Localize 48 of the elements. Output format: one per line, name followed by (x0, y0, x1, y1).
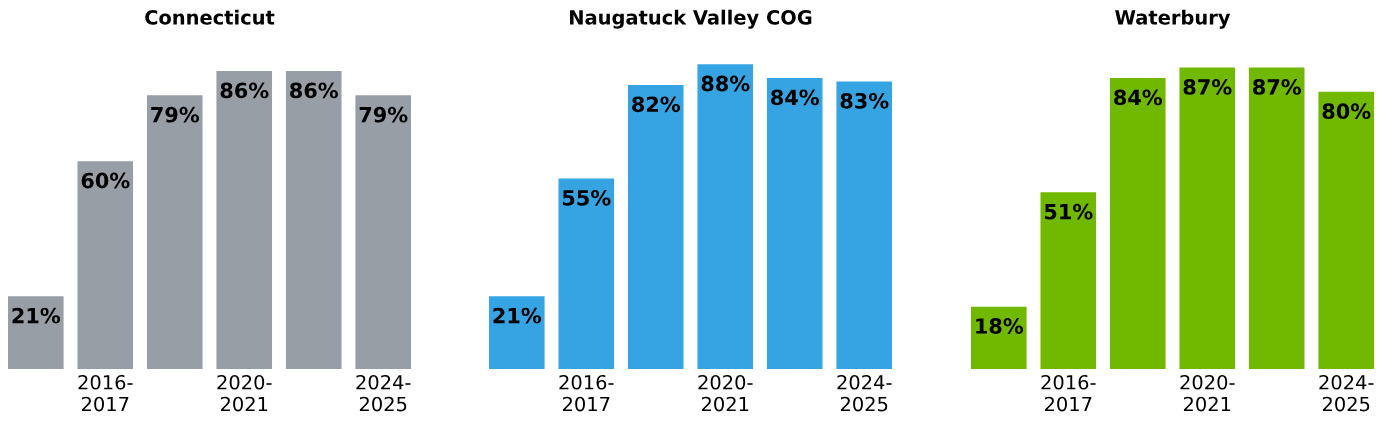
bar (8, 296, 64, 369)
bar (627, 84, 684, 369)
bar (1109, 78, 1166, 369)
x-tick-label: 2016- 2017 (1041, 374, 1096, 412)
data-label: 82% (632, 96, 681, 113)
data-label: 79% (151, 106, 200, 123)
data-label: 87% (1183, 79, 1232, 95)
bar (1040, 192, 1097, 369)
data-label: 60% (81, 172, 130, 189)
chart-title: Waterbury (1115, 9, 1231, 29)
data-label: 86% (290, 82, 338, 99)
data-label: 80% (1322, 103, 1371, 120)
data-label: 51% (1044, 203, 1093, 220)
bar (766, 78, 823, 369)
data-label: 21% (12, 307, 61, 324)
data-label: 87% (1253, 79, 1301, 95)
x-tick-label: 2024- 2025 (356, 374, 411, 412)
bar (697, 64, 754, 369)
x-tick-label: 2020- 2021 (217, 374, 272, 412)
bar (558, 178, 615, 369)
data-label: 83% (840, 92, 889, 109)
bar (1318, 91, 1374, 369)
bar (489, 296, 545, 369)
x-tick-label: 2024- 2025 (837, 374, 892, 412)
chart-title: Connecticut (145, 9, 275, 25)
bar (1248, 67, 1305, 369)
bar (146, 95, 203, 369)
data-label: 55% (562, 189, 611, 206)
x-tick-label: 2016- 2017 (78, 374, 133, 412)
x-tick-label: 2020- 2021 (1180, 374, 1235, 412)
x-tick-label: 2016- 2017 (559, 374, 614, 412)
bar (1179, 67, 1236, 369)
data-label: 79% (359, 106, 408, 123)
bar (971, 306, 1027, 369)
bar (285, 71, 342, 369)
bar (355, 95, 411, 369)
data-label: 84% (1114, 89, 1163, 106)
data-label: 18% (976, 318, 1024, 334)
x-tick-label: 2020- 2021 (698, 374, 753, 412)
bar (216, 71, 273, 369)
data-label: 84% (771, 89, 819, 106)
bar (836, 81, 892, 369)
bar (77, 161, 134, 369)
data-label: 88% (701, 75, 750, 92)
chart-title: Naugatuck Valley COG (570, 9, 812, 29)
data-label: 21% (493, 307, 542, 324)
x-tick-label: 2024- 2025 (1319, 374, 1374, 412)
data-label: 86% (220, 82, 269, 99)
